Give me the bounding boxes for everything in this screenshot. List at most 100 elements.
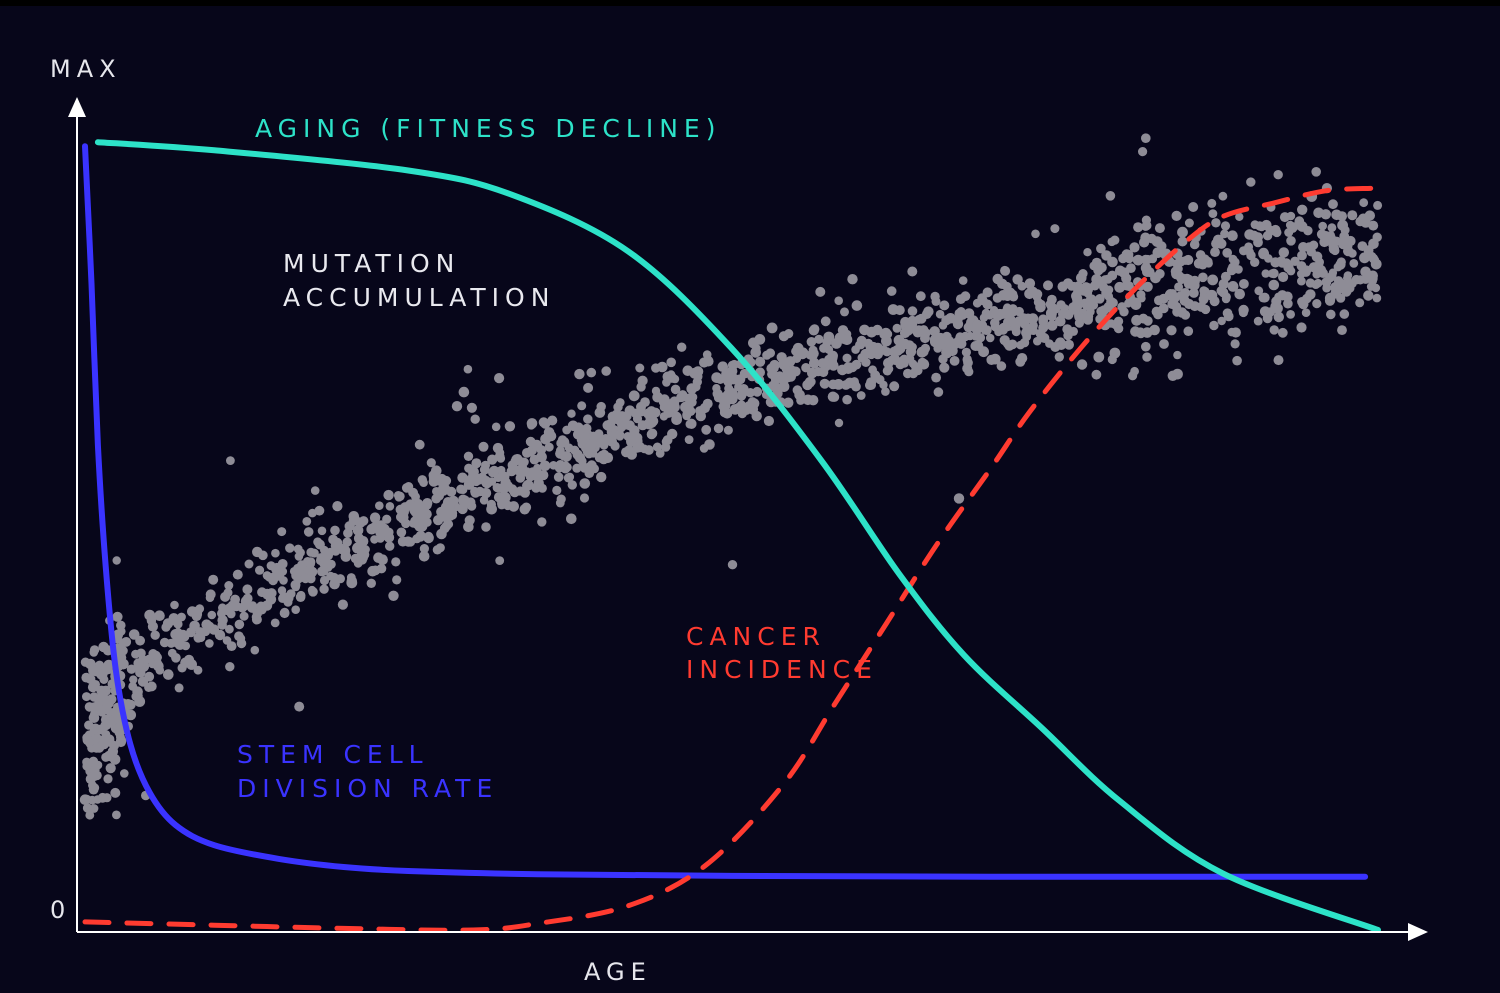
mutation-point: [1343, 280, 1353, 290]
mutation-point: [624, 405, 636, 417]
mutation-point: [875, 375, 885, 385]
mutation-point: [384, 527, 394, 537]
mutation-point: [348, 511, 360, 522]
mutation-point: [763, 415, 775, 427]
mutation-point: [881, 387, 890, 396]
mutation-point: [847, 274, 858, 285]
mutation-point: [1228, 263, 1237, 272]
mutation-point: [543, 427, 555, 438]
mutation-point: [236, 638, 247, 649]
mutation-point: [479, 464, 490, 475]
mutation-point: [419, 544, 429, 554]
mutation-point: [1311, 167, 1321, 177]
mutation-point: [332, 501, 343, 512]
mutation-point: [220, 591, 231, 602]
mutation-point: [645, 409, 655, 419]
mutation-point: [1355, 298, 1365, 308]
mutation-point: [366, 578, 376, 588]
mutation-point: [1175, 256, 1186, 267]
mutation-point: [1244, 229, 1255, 240]
mutation-point: [933, 387, 944, 397]
mutation-point: [817, 358, 828, 369]
mutation-point: [1002, 339, 1012, 349]
mutation-point: [636, 382, 646, 392]
mutation-point: [510, 456, 520, 467]
mutation-point: [809, 324, 820, 334]
mutation-point: [152, 650, 161, 660]
mutation-point: [1139, 237, 1150, 248]
mutation-point: [271, 548, 280, 558]
mutation-point: [1105, 191, 1116, 201]
mutation-point: [421, 501, 431, 510]
aging-fitness-decline-line: [94, 139, 1381, 933]
mutation-point: [1078, 269, 1088, 279]
mutation-point: [953, 337, 962, 346]
mutation-point: [766, 322, 778, 334]
mutation-point: [719, 407, 730, 418]
mutation-point: [960, 291, 971, 302]
mutation-point: [104, 750, 115, 762]
mutation-point: [271, 564, 281, 574]
mutation-point: [144, 654, 154, 664]
mutation-point: [1313, 207, 1324, 219]
mutation-point: [251, 612, 261, 622]
mutation-point: [97, 690, 108, 702]
mutation-point: [1228, 254, 1238, 264]
mutation-point: [1297, 221, 1308, 232]
mutation-point: [601, 366, 611, 376]
mutation-point: [95, 705, 106, 715]
mutation-point: [242, 584, 253, 595]
mutation-point: [1050, 224, 1060, 234]
mutation-point: [783, 397, 794, 408]
mutation-point: [904, 340, 915, 350]
mutation-point: [1141, 222, 1151, 231]
mutation-point: [136, 648, 146, 659]
mutation-point: [1341, 286, 1352, 297]
mutation-point: [1184, 274, 1194, 284]
mutation-point: [1130, 299, 1142, 310]
mutation-point: [723, 425, 733, 435]
mutation-point: [1257, 222, 1266, 232]
mutation-point: [486, 499, 496, 509]
mutation-point: [755, 356, 766, 367]
mutation-point: [1253, 237, 1263, 248]
mutation-point: [1238, 304, 1249, 316]
mutation-point: [495, 556, 505, 565]
mutation-point: [1119, 307, 1129, 317]
mutation-point: [1207, 198, 1217, 208]
mutation-point: [422, 517, 432, 527]
mutation-point: [572, 449, 583, 460]
mutation-point: [823, 331, 835, 343]
mutation-point: [1206, 289, 1218, 301]
mutation-point: [144, 609, 156, 621]
mutation-point: [1278, 247, 1290, 258]
mutation-point: [1235, 212, 1244, 221]
mutation-point: [225, 662, 235, 672]
mutation-point: [508, 501, 519, 512]
mutation-point: [629, 425, 640, 436]
mutation-point: [499, 484, 509, 494]
mutation-point: [1113, 316, 1124, 326]
mutation-point: [79, 794, 91, 805]
mutation-point: [1113, 323, 1124, 334]
mutation-point: [232, 569, 243, 580]
mutation-point: [521, 502, 532, 513]
mutation-point: [171, 653, 181, 663]
mutation-point: [118, 658, 129, 670]
mutation-point: [1234, 288, 1245, 300]
mutation-point: [277, 527, 287, 537]
mutation-point: [1254, 286, 1264, 296]
mutation-point: [353, 533, 365, 544]
mutation-point: [493, 473, 503, 482]
mutation-point: [409, 505, 420, 516]
mutation-point: [727, 388, 738, 398]
mutation-point: [1286, 236, 1296, 246]
mutation-point: [358, 516, 369, 526]
mutation-point: [398, 512, 409, 523]
mutation-point: [1370, 258, 1382, 270]
mutation-point: [831, 338, 842, 349]
mutation-point: [435, 543, 445, 553]
mutation-point: [310, 486, 320, 495]
mutation-point: [1297, 250, 1307, 261]
mutation-point: [1359, 198, 1369, 208]
